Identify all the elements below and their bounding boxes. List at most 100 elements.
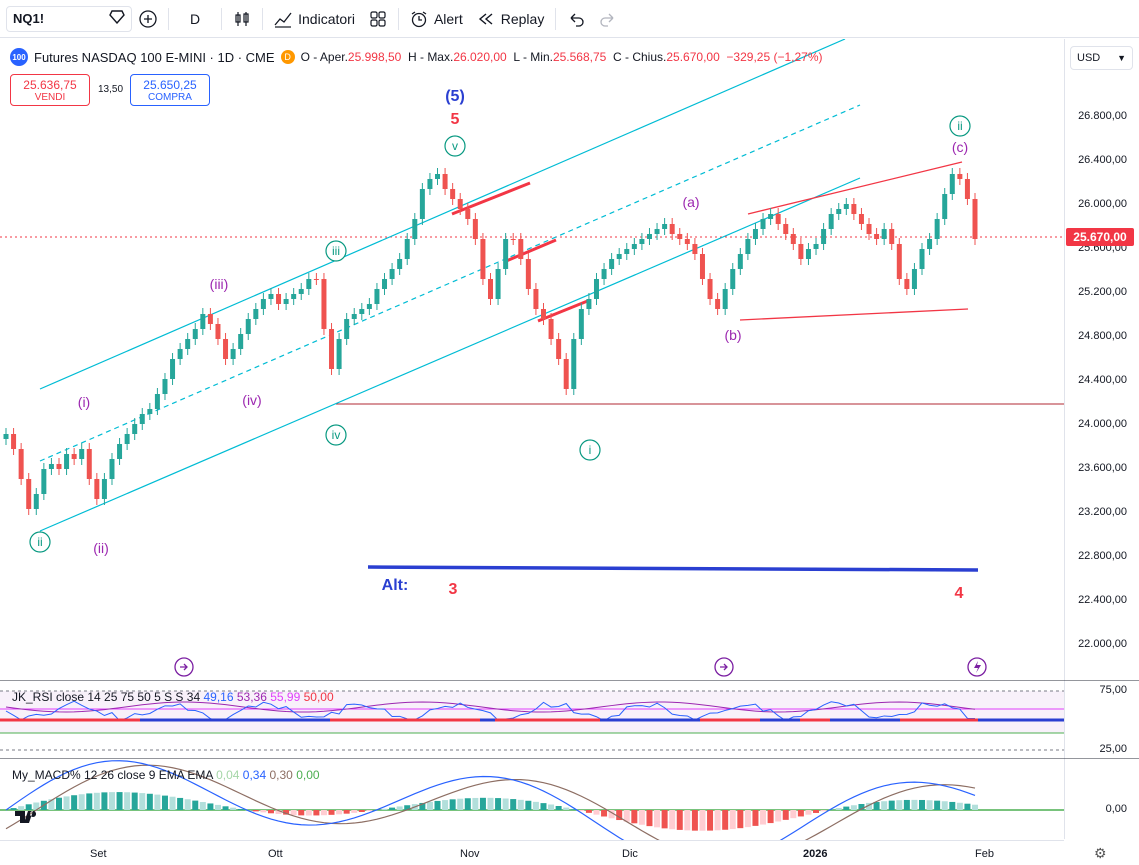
macd-bar (820, 810, 827, 812)
interval-button[interactable]: D (173, 5, 217, 33)
macd-bar (328, 810, 335, 815)
chart-type-button[interactable] (226, 5, 258, 33)
candle-body (389, 269, 395, 279)
currency-selector[interactable]: USD ▼ (1070, 46, 1133, 70)
macd-tick-label: 0,00 (1105, 803, 1127, 815)
macd-bar (866, 802, 873, 810)
panel-divider[interactable] (0, 680, 1139, 681)
candle-body (139, 414, 145, 424)
candle-body (821, 229, 827, 244)
lightning-event-icon[interactable] (967, 657, 987, 677)
candle-body (707, 279, 713, 299)
red-segment (451, 181, 531, 216)
price-tick-label: 24.000,00 (1078, 418, 1127, 430)
candle-body (866, 224, 872, 234)
gear-icon[interactable]: ⚙ (1094, 845, 1107, 861)
macd-bar (472, 797, 479, 810)
macd-indicator-label[interactable]: My_MACD% 12 26 close 9 EMA EMA 0,04 0,34… (12, 768, 320, 782)
macd-bar (661, 810, 668, 829)
price-chart[interactable]: (5) 5 v iii iv ii i ii (c) (a) (b) (iii)… (0, 39, 1064, 840)
macd-bar (972, 804, 978, 810)
buy-label: COMPRA (148, 91, 192, 103)
add-symbol-button[interactable] (132, 5, 164, 33)
replay-button[interactable]: Replay (470, 5, 552, 33)
buy-button[interactable]: 25.650,25 COMPRA (130, 74, 210, 106)
undo-button[interactable] (560, 5, 592, 33)
macd-bar (813, 810, 820, 813)
macd-bar (767, 810, 774, 824)
price-tick-label: 22.400,00 (1078, 594, 1127, 606)
price-tick-label: 24.800,00 (1078, 330, 1127, 342)
event-marker-icon[interactable] (714, 657, 734, 677)
symbol-search-button[interactable]: NQ1! (6, 5, 132, 32)
macd-bar (699, 810, 706, 831)
macd-title: My_MACD% 12 26 close 9 EMA EMA (12, 768, 213, 782)
templates-button[interactable] (362, 5, 394, 33)
candle-body (260, 299, 266, 309)
toolbar-divider (221, 7, 223, 30)
open-label: O - Aper. (300, 50, 348, 64)
candle-body (101, 479, 107, 499)
wave-ii-label: ii (37, 535, 42, 549)
indicators-button[interactable]: Indicatori (267, 5, 362, 33)
macd-bar (646, 810, 653, 827)
panel-divider[interactable] (0, 758, 1139, 759)
macd-bar (351, 810, 358, 813)
macd-bar (941, 801, 948, 810)
sell-label: VENDI (34, 91, 66, 103)
rsi-indicator-label[interactable]: JK_RSI close 14 25 75 50 5 S S 34 49,16 … (12, 690, 334, 704)
high-label: H - Max. (407, 50, 454, 64)
wave-i-purple-label: (i) (78, 394, 90, 410)
candle-body (548, 319, 554, 339)
macd-bar (320, 810, 327, 816)
candle-body (669, 224, 675, 234)
candle-body (329, 329, 335, 369)
candle-body (851, 204, 857, 214)
macd-bar (298, 810, 305, 816)
event-marker-icon[interactable] (174, 657, 194, 677)
macd-bar (926, 800, 933, 810)
macd-bar (737, 810, 744, 829)
compare-symbol-icon[interactable] (109, 10, 125, 27)
candle-body (344, 319, 350, 339)
alert-button[interactable]: Alert (403, 5, 470, 33)
triangle-upper-line (747, 161, 963, 215)
candle-body (677, 234, 683, 239)
price-axis[interactable]: 26.800,00 26.400,00 26.000,00 25.600,00 25.2… (1064, 39, 1139, 839)
candle-body (609, 259, 615, 269)
candle-body (465, 209, 471, 219)
sell-button[interactable]: 25.636,75 VENDI (10, 74, 90, 106)
redo-button[interactable] (592, 5, 624, 33)
macd-signal-line (5, 764, 976, 840)
symbol-legend: 100 Futures NASDAQ 100 E-MINI · 1D · CME… (10, 48, 823, 66)
time-tick-label: Set (90, 848, 107, 860)
macd-bar (389, 807, 396, 810)
macd-bar (434, 800, 441, 810)
macd-bar (442, 800, 449, 810)
candle-body (41, 469, 47, 494)
macd-bar (63, 796, 70, 810)
candle-body (768, 214, 774, 219)
time-axis[interactable]: Set Ott Nov Dic 2026 Feb (0, 840, 1064, 865)
candle-body (586, 299, 592, 309)
macd-series (5, 760, 976, 840)
candle-body (972, 199, 978, 239)
candle-body (662, 224, 668, 229)
delayed-data-badge[interactable]: D (280, 50, 295, 64)
macd-line (5, 760, 976, 840)
toolbar-divider (555, 7, 557, 30)
alt-label: Alt: (382, 577, 409, 594)
candle-body (790, 234, 796, 244)
candle-body (230, 349, 236, 359)
candle-body (223, 339, 229, 359)
replay-label: Replay (500, 10, 545, 27)
macd-bar (25, 804, 32, 810)
macd-bar (419, 802, 426, 810)
legend-title[interactable]: Futures NASDAQ 100 E-MINI · 1D · CME (34, 49, 275, 65)
close-value: 25.670,00 (666, 50, 720, 64)
wave-b-label: (b) (724, 327, 741, 343)
price-tick-label: 23.200,00 (1078, 506, 1127, 518)
macd-bar (108, 792, 115, 810)
macd-bar (426, 801, 433, 810)
tradingview-logo[interactable] (15, 811, 37, 823)
